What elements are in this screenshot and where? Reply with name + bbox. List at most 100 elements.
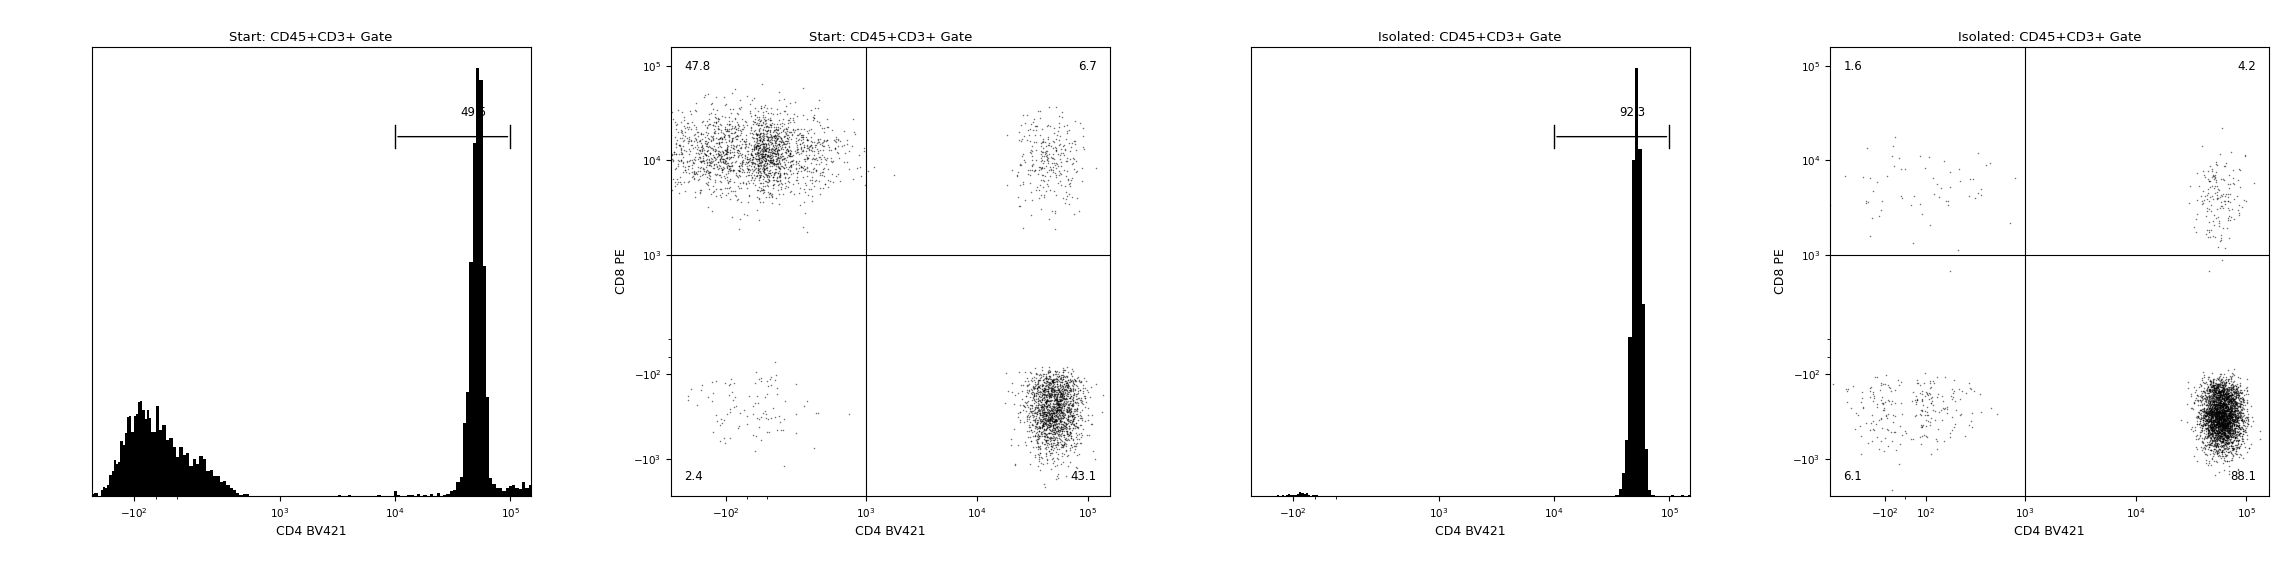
Point [1008,387,1045,397]
Point [1070,403,1107,412]
Point [766,163,802,172]
Point [2189,411,2226,420]
Point [1038,412,1075,421]
Point [2203,416,2239,425]
Point [743,186,779,195]
Point [749,427,786,437]
Point [743,137,779,146]
Point [759,160,795,169]
Point [772,152,809,161]
Point [1054,434,1091,443]
Point [1025,408,1061,418]
Point [2203,426,2239,436]
Point [646,131,683,140]
Point [738,129,775,138]
Point [793,191,830,200]
Point [1052,125,1089,134]
Point [1031,417,1068,426]
Point [1045,441,1082,450]
Point [2182,412,2219,421]
Point [1025,164,1061,173]
Point [752,120,788,130]
Point [2196,421,2232,430]
Point [745,168,782,177]
Point [2200,425,2237,434]
Point [1029,429,1066,439]
Point [2182,380,2219,390]
Point [2184,199,2221,208]
Point [2196,397,2232,406]
Point [2212,383,2248,392]
Bar [1616,495,1618,496]
Point [2196,412,2232,421]
Point [2209,420,2246,429]
Point [2203,386,2239,395]
Point [1031,395,1068,404]
Point [2205,406,2242,416]
Point [2209,393,2246,402]
Point [2209,392,2246,401]
Point [2205,441,2242,450]
Point [1043,402,1080,412]
Point [729,146,766,155]
Point [747,181,784,190]
Point [2212,418,2248,427]
Point [2221,422,2258,431]
Point [2196,418,2232,427]
Point [2207,392,2244,402]
Point [1036,384,1073,394]
Point [2212,205,2248,214]
Point [2207,403,2244,412]
Point [2214,179,2251,188]
Point [2184,368,2221,377]
Point [1043,439,1080,449]
Point [699,123,736,132]
Point [2200,401,2237,410]
Point [2212,430,2248,439]
Point [1036,378,1073,387]
Point [766,414,802,423]
Point [1011,379,1047,388]
Point [738,141,775,150]
Point [1020,434,1057,443]
Point [2212,401,2248,410]
Point [2209,434,2246,443]
Point [1057,442,1093,451]
Point [1008,413,1045,422]
Point [692,167,729,176]
Point [1045,405,1082,414]
Point [2212,190,2248,199]
Point [2207,398,2244,408]
Point [2212,406,2248,416]
Point [2200,429,2237,439]
Point [1038,160,1075,169]
Point [2198,193,2235,203]
Point [694,134,731,144]
Point [2205,405,2242,415]
Point [770,183,807,192]
Point [662,147,699,157]
Point [1020,382,1057,391]
Point [699,114,736,124]
Point [1008,402,1045,412]
Point [1050,434,1086,444]
Point [1054,417,1091,426]
Point [2200,406,2237,415]
Point [1029,181,1066,190]
Point [1047,406,1084,415]
Point [784,142,821,151]
Point [2177,434,2214,443]
Point [2207,421,2244,430]
Point [2198,381,2235,390]
Point [1029,397,1066,406]
Point [2219,399,2255,408]
Point [1029,416,1066,426]
Point [1061,450,1098,459]
Point [1020,387,1057,397]
Point [2203,405,2239,414]
Point [2203,410,2239,419]
Point [2219,412,2255,422]
Point [1050,199,1086,208]
Point [1050,427,1086,436]
Point [1054,426,1091,435]
